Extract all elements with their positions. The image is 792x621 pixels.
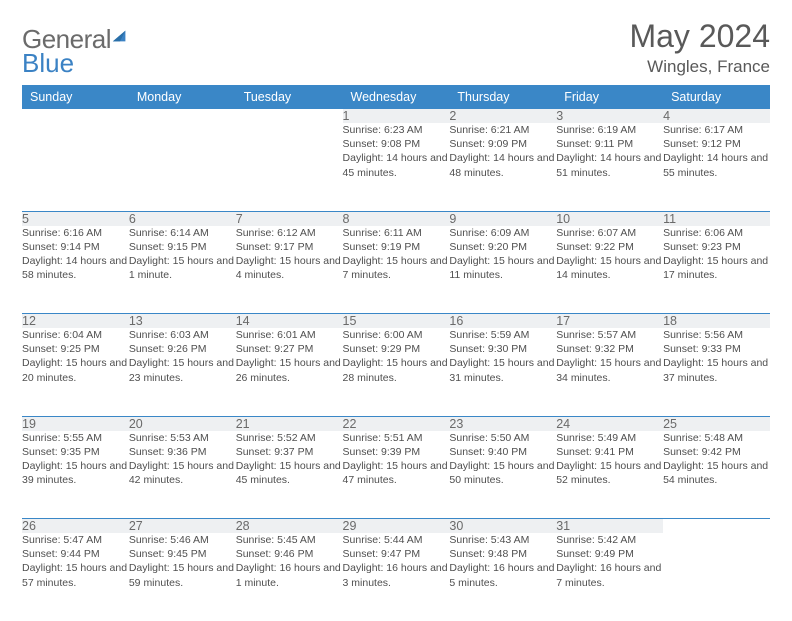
day-number-cell: 30 bbox=[449, 519, 556, 534]
day-number-cell: 4 bbox=[663, 109, 770, 123]
day-details-cell: Sunrise: 6:17 AMSunset: 9:12 PMDaylight:… bbox=[663, 123, 770, 211]
day-details-cell bbox=[663, 533, 770, 621]
day-details-cell: Sunrise: 5:43 AMSunset: 9:48 PMDaylight:… bbox=[449, 533, 556, 621]
day-number-cell: 18 bbox=[663, 314, 770, 329]
day-details-cell bbox=[129, 123, 236, 211]
day-details-cell: Sunrise: 5:48 AMSunset: 9:42 PMDaylight:… bbox=[663, 431, 770, 519]
day-number-cell: 11 bbox=[663, 211, 770, 226]
day-number-cell: 6 bbox=[129, 211, 236, 226]
day-details-cell: Sunrise: 5:49 AMSunset: 9:41 PMDaylight:… bbox=[556, 431, 663, 519]
day-details-cell: Sunrise: 6:23 AMSunset: 9:08 PMDaylight:… bbox=[343, 123, 450, 211]
calendar-table: SundayMondayTuesdayWednesdayThursdayFrid… bbox=[22, 85, 770, 621]
day-number-cell: 19 bbox=[22, 416, 129, 431]
day-number-cell bbox=[663, 519, 770, 534]
logo-triangle-icon bbox=[111, 27, 129, 45]
day-details-row: Sunrise: 6:23 AMSunset: 9:08 PMDaylight:… bbox=[22, 123, 770, 211]
day-details-cell: Sunrise: 5:44 AMSunset: 9:47 PMDaylight:… bbox=[343, 533, 450, 621]
day-number-cell bbox=[236, 109, 343, 123]
day-details-cell: Sunrise: 5:45 AMSunset: 9:46 PMDaylight:… bbox=[236, 533, 343, 621]
day-details-cell: Sunrise: 6:01 AMSunset: 9:27 PMDaylight:… bbox=[236, 328, 343, 416]
day-number-row: 12131415161718 bbox=[22, 314, 770, 329]
weekday-header: Wednesday bbox=[343, 85, 450, 109]
day-number-cell: 20 bbox=[129, 416, 236, 431]
day-details-cell bbox=[22, 123, 129, 211]
day-number-cell: 27 bbox=[129, 519, 236, 534]
month-year: May 2024 bbox=[629, 18, 770, 55]
day-number-cell: 13 bbox=[129, 314, 236, 329]
day-details-row: Sunrise: 5:55 AMSunset: 9:35 PMDaylight:… bbox=[22, 431, 770, 519]
day-number-cell: 10 bbox=[556, 211, 663, 226]
day-details-cell: Sunrise: 5:50 AMSunset: 9:40 PMDaylight:… bbox=[449, 431, 556, 519]
weekday-header: Tuesday bbox=[236, 85, 343, 109]
day-details-cell: Sunrise: 5:52 AMSunset: 9:37 PMDaylight:… bbox=[236, 431, 343, 519]
day-details-cell: Sunrise: 6:09 AMSunset: 9:20 PMDaylight:… bbox=[449, 226, 556, 314]
day-number-cell: 5 bbox=[22, 211, 129, 226]
day-details-row: Sunrise: 6:16 AMSunset: 9:14 PMDaylight:… bbox=[22, 226, 770, 314]
day-details-cell: Sunrise: 6:03 AMSunset: 9:26 PMDaylight:… bbox=[129, 328, 236, 416]
day-details-cell: Sunrise: 5:59 AMSunset: 9:30 PMDaylight:… bbox=[449, 328, 556, 416]
day-number-cell: 16 bbox=[449, 314, 556, 329]
day-number-cell: 2 bbox=[449, 109, 556, 123]
day-number-row: 1234 bbox=[22, 109, 770, 123]
day-details-cell: Sunrise: 5:57 AMSunset: 9:32 PMDaylight:… bbox=[556, 328, 663, 416]
day-details-cell: Sunrise: 5:55 AMSunset: 9:35 PMDaylight:… bbox=[22, 431, 129, 519]
day-details-row: Sunrise: 5:47 AMSunset: 9:44 PMDaylight:… bbox=[22, 533, 770, 621]
day-details-cell: Sunrise: 6:11 AMSunset: 9:19 PMDaylight:… bbox=[343, 226, 450, 314]
day-details-cell: Sunrise: 6:16 AMSunset: 9:14 PMDaylight:… bbox=[22, 226, 129, 314]
day-number-cell: 24 bbox=[556, 416, 663, 431]
day-details-cell: Sunrise: 6:00 AMSunset: 9:29 PMDaylight:… bbox=[343, 328, 450, 416]
day-number-cell bbox=[22, 109, 129, 123]
weekday-header: Thursday bbox=[449, 85, 556, 109]
day-details-row: Sunrise: 6:04 AMSunset: 9:25 PMDaylight:… bbox=[22, 328, 770, 416]
day-details-cell: Sunrise: 6:04 AMSunset: 9:25 PMDaylight:… bbox=[22, 328, 129, 416]
weekday-header: Friday bbox=[556, 85, 663, 109]
day-details-cell: Sunrise: 5:56 AMSunset: 9:33 PMDaylight:… bbox=[663, 328, 770, 416]
day-details-cell: Sunrise: 6:06 AMSunset: 9:23 PMDaylight:… bbox=[663, 226, 770, 314]
day-details-cell: Sunrise: 5:51 AMSunset: 9:39 PMDaylight:… bbox=[343, 431, 450, 519]
day-number-cell: 22 bbox=[343, 416, 450, 431]
day-number-cell: 15 bbox=[343, 314, 450, 329]
calendar-page: General May 2024 Wingles, France Blue Su… bbox=[0, 0, 792, 621]
day-number-row: 19202122232425 bbox=[22, 416, 770, 431]
day-number-cell: 17 bbox=[556, 314, 663, 329]
day-number-cell bbox=[129, 109, 236, 123]
day-number-cell: 31 bbox=[556, 519, 663, 534]
day-details-cell: Sunrise: 5:53 AMSunset: 9:36 PMDaylight:… bbox=[129, 431, 236, 519]
location: Wingles, France bbox=[629, 57, 770, 77]
weekday-header: Monday bbox=[129, 85, 236, 109]
day-number-row: 567891011 bbox=[22, 211, 770, 226]
day-number-cell: 9 bbox=[449, 211, 556, 226]
title-block: May 2024 Wingles, France bbox=[629, 18, 770, 77]
day-details-cell: Sunrise: 6:21 AMSunset: 9:09 PMDaylight:… bbox=[449, 123, 556, 211]
header: General May 2024 Wingles, France bbox=[22, 18, 770, 77]
day-number-cell: 21 bbox=[236, 416, 343, 431]
day-number-cell: 12 bbox=[22, 314, 129, 329]
day-details-cell: Sunrise: 6:12 AMSunset: 9:17 PMDaylight:… bbox=[236, 226, 343, 314]
day-number-cell: 26 bbox=[22, 519, 129, 534]
day-number-cell: 8 bbox=[343, 211, 450, 226]
day-number-row: 262728293031 bbox=[22, 519, 770, 534]
day-details-cell: Sunrise: 5:46 AMSunset: 9:45 PMDaylight:… bbox=[129, 533, 236, 621]
day-number-cell: 3 bbox=[556, 109, 663, 123]
day-number-cell: 14 bbox=[236, 314, 343, 329]
day-number-cell: 25 bbox=[663, 416, 770, 431]
day-number-cell: 28 bbox=[236, 519, 343, 534]
calendar-header-row: SundayMondayTuesdayWednesdayThursdayFrid… bbox=[22, 85, 770, 109]
day-number-cell: 29 bbox=[343, 519, 450, 534]
weekday-header: Saturday bbox=[663, 85, 770, 109]
day-details-cell: Sunrise: 5:42 AMSunset: 9:49 PMDaylight:… bbox=[556, 533, 663, 621]
day-details-cell: Sunrise: 6:19 AMSunset: 9:11 PMDaylight:… bbox=[556, 123, 663, 211]
logo-text-right: Blue bbox=[22, 48, 74, 79]
day-number-cell: 23 bbox=[449, 416, 556, 431]
day-number-cell: 7 bbox=[236, 211, 343, 226]
day-details-cell bbox=[236, 123, 343, 211]
weekday-header: Sunday bbox=[22, 85, 129, 109]
day-number-cell: 1 bbox=[343, 109, 450, 123]
day-details-cell: Sunrise: 6:07 AMSunset: 9:22 PMDaylight:… bbox=[556, 226, 663, 314]
day-details-cell: Sunrise: 6:14 AMSunset: 9:15 PMDaylight:… bbox=[129, 226, 236, 314]
day-details-cell: Sunrise: 5:47 AMSunset: 9:44 PMDaylight:… bbox=[22, 533, 129, 621]
